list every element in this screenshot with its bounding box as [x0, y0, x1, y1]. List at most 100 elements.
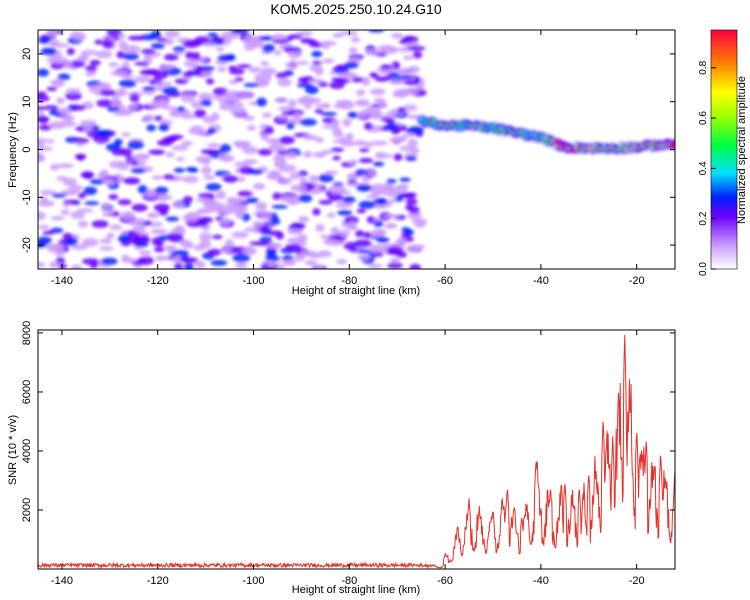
noise-blob	[369, 88, 386, 96]
noise-blob	[367, 170, 378, 177]
noise-blob	[39, 189, 57, 196]
noise-blob	[297, 76, 313, 84]
noise-blob	[351, 76, 364, 83]
noise-blob	[200, 148, 219, 155]
noise-blob	[134, 241, 149, 248]
noise-blob	[129, 93, 140, 103]
noise-blob	[203, 175, 215, 180]
noise-blob	[38, 115, 50, 124]
noise-blob	[165, 151, 175, 158]
noise-blob	[213, 95, 224, 101]
noise-blob	[211, 36, 225, 43]
noise-blob	[38, 36, 51, 44]
noise-blob	[181, 140, 194, 146]
noise-blob	[236, 177, 246, 182]
noise-blob	[282, 259, 297, 266]
noise-blob	[79, 119, 98, 126]
noise-blob	[287, 200, 298, 206]
noise-blob	[304, 260, 318, 266]
noise-blob	[358, 200, 376, 209]
noise-blob	[324, 170, 339, 176]
noise-blob	[77, 192, 87, 199]
noise-blob	[370, 187, 379, 196]
noise-blob	[206, 127, 217, 134]
noise-blob	[390, 257, 401, 264]
noise-blob	[368, 30, 385, 33]
noise-blob	[321, 43, 330, 50]
noise-blob	[272, 192, 282, 200]
noise-blob	[312, 208, 321, 216]
noise-blob	[268, 143, 285, 153]
noise-blob	[56, 163, 74, 169]
noise-blob	[38, 236, 52, 245]
noise-blob	[402, 104, 418, 112]
noise-blob	[244, 45, 256, 51]
noise-blob	[332, 132, 344, 138]
noise-blob	[335, 99, 353, 105]
noise-blob	[252, 220, 265, 228]
noise-blob	[131, 203, 148, 212]
noise-blob	[55, 256, 66, 264]
noise-blob	[348, 159, 359, 165]
noise-blob	[376, 153, 394, 158]
x-tick-label: -100	[243, 275, 265, 287]
noise-blob	[69, 184, 83, 192]
noise-blob	[108, 62, 120, 68]
snr-x-label: Height of straight line (km)	[292, 584, 420, 596]
noise-blob	[260, 132, 269, 141]
noise-blob	[274, 158, 287, 166]
noise-blob	[107, 105, 120, 113]
noise-blob	[275, 72, 289, 79]
noise-blob	[318, 250, 332, 258]
noise-blob	[403, 55, 414, 60]
noise-blob	[154, 186, 169, 195]
noise-blob	[181, 175, 199, 184]
noise-blob	[173, 167, 185, 173]
noise-blob	[89, 178, 106, 185]
noise-blob	[167, 234, 184, 243]
noise-blob	[314, 265, 324, 269]
noise-blob	[96, 82, 108, 90]
noise-blob	[163, 106, 178, 111]
noise-blob	[330, 147, 345, 153]
x-tick-label: -80	[341, 275, 357, 287]
noise-blob	[81, 258, 100, 265]
noise-blob	[61, 115, 75, 121]
noise-blob	[356, 184, 372, 192]
noise-blob	[403, 80, 420, 86]
noise-blob	[174, 78, 189, 85]
y-tick-label: 8000	[21, 321, 33, 345]
noise-blob	[286, 122, 295, 130]
noise-blob	[70, 211, 85, 220]
noise-blob	[409, 263, 421, 269]
noise-blob	[340, 140, 356, 147]
noise-blob	[47, 30, 58, 37]
noise-blob	[292, 112, 302, 118]
noise-blob	[314, 67, 324, 76]
noise-blob	[318, 199, 333, 205]
noise-blob	[320, 234, 331, 239]
noise-blob	[299, 177, 308, 184]
noise-blob	[173, 51, 185, 56]
noise-blob	[234, 77, 244, 82]
noise-blob	[371, 140, 388, 146]
noise-blob	[336, 79, 351, 84]
noise-blob	[383, 213, 400, 219]
noise-blob	[254, 73, 272, 83]
noise-blob	[180, 94, 196, 103]
noise-blob	[44, 105, 59, 110]
noise-blob	[373, 97, 385, 104]
noise-blob	[83, 186, 98, 196]
y-tick-label: 0	[21, 146, 33, 152]
x-tick-label: -120	[147, 275, 169, 287]
noise-blob	[94, 39, 104, 45]
noise-blob	[384, 123, 399, 131]
noise-blob	[130, 168, 146, 174]
colorbar-ticks: 0.0 0.2 0.4 0.6 0.8	[698, 60, 716, 276]
noise-blob	[266, 173, 283, 181]
noise-blob	[142, 86, 156, 91]
noise-blob	[243, 115, 255, 121]
noise-blob	[204, 202, 218, 207]
noise-blob	[206, 78, 215, 85]
noise-blob	[171, 201, 185, 209]
